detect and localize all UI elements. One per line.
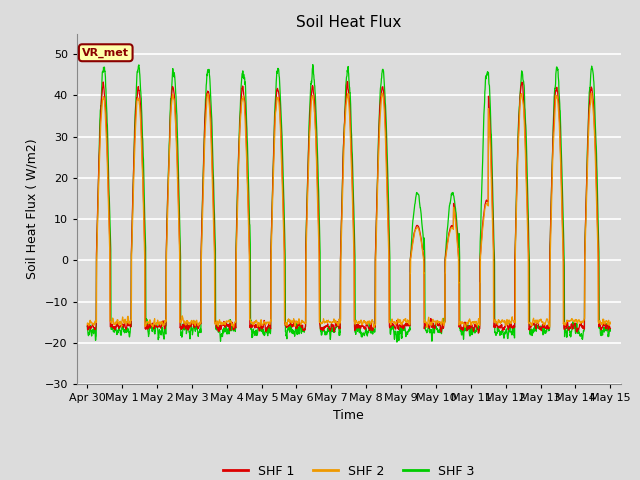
Title: Soil Heat Flux: Soil Heat Flux bbox=[296, 15, 401, 30]
Text: VR_met: VR_met bbox=[82, 48, 129, 58]
X-axis label: Time: Time bbox=[333, 408, 364, 421]
Y-axis label: Soil Heat Flux ( W/m2): Soil Heat Flux ( W/m2) bbox=[26, 139, 38, 279]
Legend: SHF 1, SHF 2, SHF 3: SHF 1, SHF 2, SHF 3 bbox=[218, 460, 479, 480]
